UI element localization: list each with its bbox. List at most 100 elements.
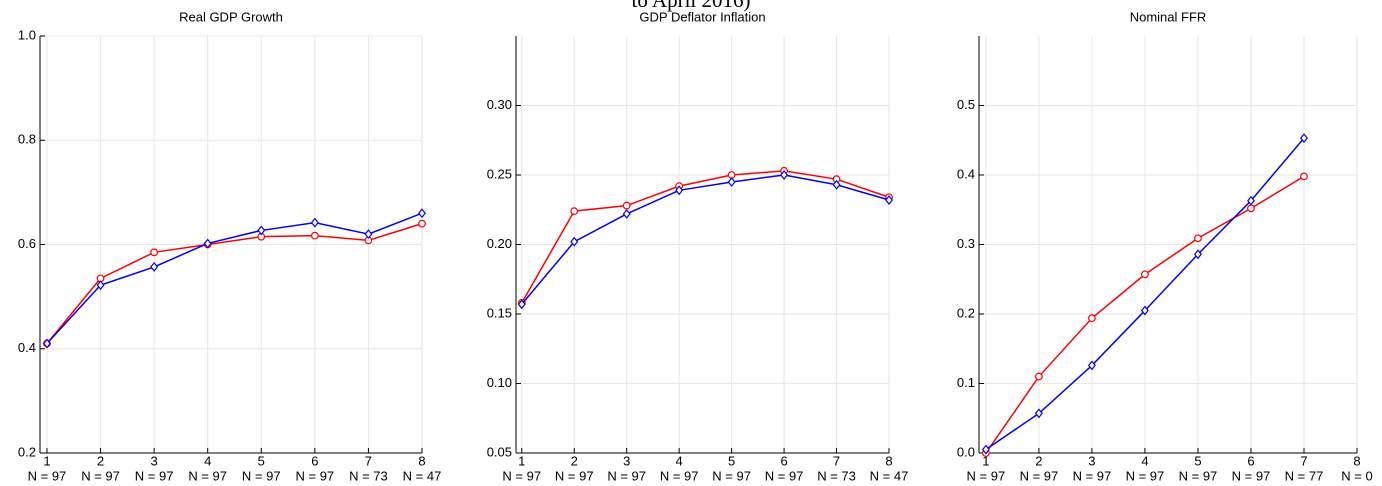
x-tick-note: N = 97 [1020,468,1059,483]
x-tick-label: 6 [780,453,787,468]
marker [675,185,684,196]
y-tick-label: 0.1 [957,375,975,390]
y-tick-label: 0.30 [487,97,512,112]
x-tick-note: N = 97 [1232,468,1271,483]
marker [885,195,893,205]
x-tick-note: N = 97 [1073,468,1112,483]
x-tick-note: N = 97 [1179,468,1218,483]
marker [203,238,212,249]
x-tick-note: N = 73 [817,468,856,483]
x-tick-note: N = 97 [135,468,174,483]
x-tick-note: N = 47 [403,468,442,483]
marker [1194,234,1202,243]
marker [570,207,579,216]
marker [517,299,526,310]
marker [1034,408,1043,419]
x-tick-label: 1 [43,453,50,468]
marker [257,225,266,236]
marker [1247,204,1255,213]
x-tick-label: 5 [258,453,265,468]
series-line [521,174,890,305]
x-tick-label: 5 [728,453,735,468]
x-tick-note: N = 97 [81,468,120,483]
x-tick-note: N = 97 [967,468,1006,483]
marker [150,261,159,272]
marker [310,231,319,240]
x-tick-label: 2 [97,453,104,468]
marker [622,201,631,210]
marker [1087,360,1096,371]
y-tick-label: 0.4 [957,166,975,181]
x-tick-note: N = 97 [502,468,541,483]
x-tick-label: 1 [518,453,525,468]
marker [1088,314,1096,323]
x-tick-note: N = 73 [349,468,388,483]
y-tick-label: 0.5 [957,97,975,112]
x-tick-note: N = 97 [28,468,67,483]
x-tick-label: 8 [885,453,892,468]
marker [42,338,51,349]
y-tick-label: 1.0 [18,27,36,42]
x-tick-label: 7 [365,453,372,468]
marker [364,229,373,240]
marker [622,208,631,219]
x-tick-note: N = 97 [296,468,335,483]
marker [981,444,990,455]
y-tick-label: 0.20 [487,236,512,251]
y-tick-label: 0.3 [957,236,975,251]
marker [1300,172,1308,181]
marker [570,236,579,247]
marker [832,179,841,190]
marker [96,280,105,291]
y-tick-label: 0.25 [487,166,512,181]
marker [418,219,426,228]
marker [1247,195,1255,206]
x-tick-label: 3 [151,453,158,468]
marker [1193,249,1202,260]
y-tick-label: 0.4 [18,340,36,355]
x-tick-label: 2 [1035,453,1042,468]
series-line [46,222,423,345]
y-tick-label: 0.10 [487,375,512,390]
x-tick-label: 3 [623,453,630,468]
x-tick-note: N = 97 [660,468,699,483]
x-tick-note: N = 97 [555,468,594,483]
panel-title: Nominal FFR [1130,9,1207,24]
marker [1035,372,1043,381]
x-tick-label: 8 [418,453,425,468]
marker [310,217,319,228]
y-tick-label: 0.8 [18,132,36,147]
y-tick-label: 0.05 [487,444,512,459]
x-tick-note: N = 97 [607,468,646,483]
x-tick-label: 8 [1353,453,1360,468]
marker [1141,270,1149,279]
x-tick-note: N = 0 [1341,468,1372,483]
x-tick-note: N = 97 [712,468,751,483]
x-tick-label: 4 [204,453,211,468]
marker [418,208,426,219]
series-line [521,170,890,304]
marker [780,170,789,180]
figure-title: to April 2016) [632,0,751,12]
marker [150,248,159,257]
x-tick-note: N = 97 [1126,468,1165,483]
x-tick-note: N = 47 [870,468,909,483]
x-tick-label: 5 [1194,453,1201,468]
y-tick-label: 0.2 [957,305,975,320]
y-tick-label: 0.0 [957,444,975,459]
x-tick-label: 4 [676,453,683,468]
y-tick-label: 0.6 [18,236,36,251]
x-tick-label: 6 [311,453,318,468]
x-tick-label: 7 [833,453,840,468]
marker [1300,133,1308,144]
y-tick-label: 0.15 [487,305,512,320]
x-tick-label: 4 [1141,453,1148,468]
x-tick-note: N = 97 [765,468,804,483]
marker [727,176,736,187]
x-tick-label: 7 [1300,453,1307,468]
panel-title: Real GDP Growth [179,9,283,24]
marker [1140,305,1149,316]
x-tick-label: 2 [571,453,578,468]
